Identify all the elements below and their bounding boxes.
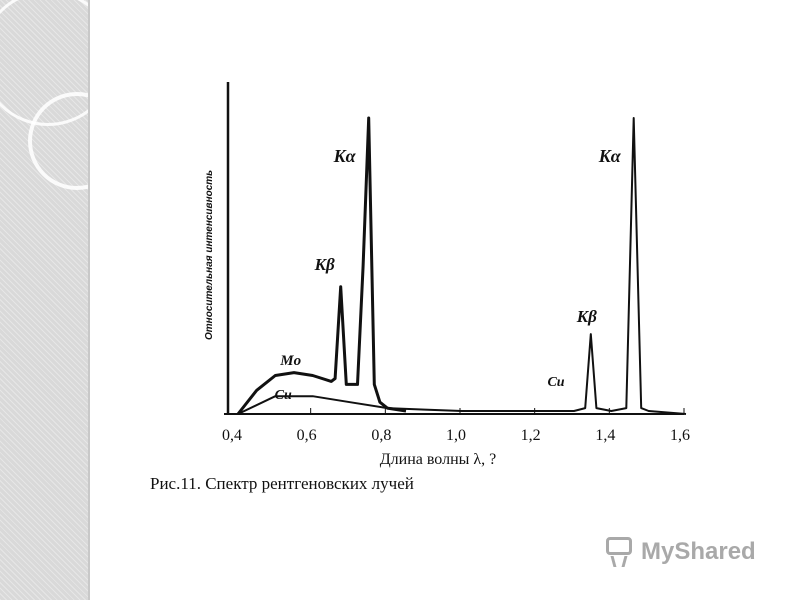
x-tick-label: 1,2 bbox=[521, 427, 541, 444]
annotation-label: Cu bbox=[547, 375, 564, 390]
side-decor-panel bbox=[0, 0, 90, 600]
x-axis-label: Длина волны λ, ? bbox=[380, 451, 497, 468]
watermark-logo: MyShared bbox=[605, 535, 756, 569]
presentation-board-icon bbox=[605, 535, 635, 569]
series-line-cu bbox=[237, 117, 687, 415]
annotation-label: Mo bbox=[279, 353, 301, 369]
watermark-text: MyShared bbox=[641, 538, 756, 565]
annotation-label: Cu bbox=[275, 388, 292, 403]
x-tick-label: 0,6 bbox=[297, 427, 317, 444]
annotation-label: Kα bbox=[598, 146, 622, 166]
x-tick-label: 1,0 bbox=[446, 427, 466, 444]
y-axis-label: Относительная интенсивность bbox=[204, 170, 215, 340]
x-tick-label: 0,8 bbox=[371, 427, 391, 444]
x-tick-label: 1,4 bbox=[595, 427, 615, 444]
series-line-mo bbox=[236, 116, 407, 415]
x-tick-label: 0,4 bbox=[222, 427, 242, 444]
figure-caption: Рис.11. Спектр рентгеновских лучей bbox=[150, 474, 414, 493]
annotation-label: Kβ bbox=[576, 307, 597, 326]
annotation-label: Kα bbox=[333, 146, 357, 166]
annotation-label: Kβ bbox=[314, 255, 335, 274]
x-tick-label: 1,6 bbox=[670, 427, 690, 444]
